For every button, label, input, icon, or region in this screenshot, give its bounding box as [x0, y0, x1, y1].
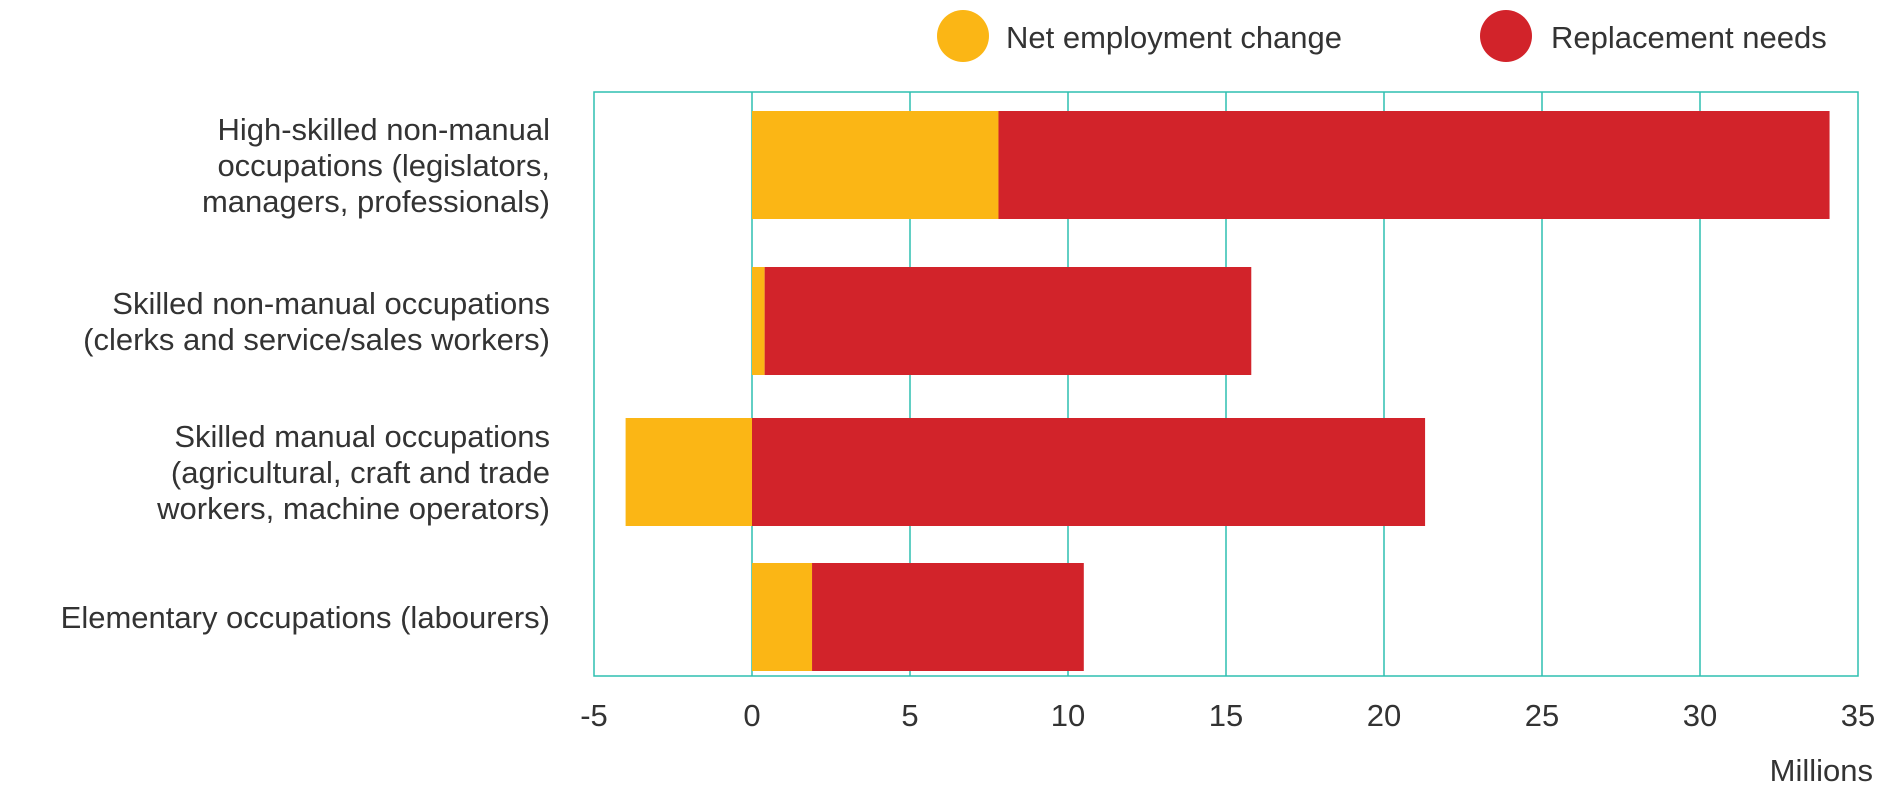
legend-swatch-net-employment-change [937, 10, 989, 62]
category-label-line: managers, professionals) [202, 184, 550, 219]
x-axis-unit-label: Millions [1770, 753, 1873, 785]
bar-net-employment-change [752, 563, 813, 671]
legend-swatch-replacement-needs [1480, 10, 1532, 62]
bar-replacement-needs [812, 563, 1084, 671]
category-label-line: Elementary occupations (labourers) [61, 600, 550, 635]
bars [625, 111, 1830, 671]
legend: Net employment change Replacement needs [937, 10, 1827, 62]
x-tick-label: 5 [901, 698, 918, 733]
category-label-line: Skilled manual occupations [174, 419, 550, 454]
bar-replacement-needs [764, 267, 1252, 375]
category-label: Elementary occupations (labourers) [61, 600, 550, 635]
category-label-line: occupations (legislators, [217, 148, 550, 183]
category-label-line: High-skilled non-manual [217, 112, 550, 147]
bar-net-employment-change [625, 418, 752, 526]
legend-label: Net employment change [1006, 20, 1342, 55]
x-tick-label: 20 [1367, 698, 1401, 733]
x-tick-label: 25 [1525, 698, 1559, 733]
category-label: Skilled manual occupations (agricultural,… [156, 419, 550, 526]
x-tick-label: 0 [743, 698, 760, 733]
bar-replacement-needs [752, 418, 1426, 526]
category-label: Skilled non-manual occupations (clerks an… [83, 286, 550, 357]
bar-net-employment-change [752, 111, 999, 219]
x-tick-label: 30 [1683, 698, 1717, 733]
category-label-line: (clerks and service/sales workers) [83, 322, 550, 357]
bar-replacement-needs [998, 111, 1830, 219]
category-label-line: Skilled non-manual occupations [112, 286, 550, 321]
x-tick-labels: -5 0 5 10 15 20 25 30 35 [580, 698, 1875, 733]
x-tick-label: 15 [1209, 698, 1243, 733]
x-tick-label: 35 [1841, 698, 1875, 733]
x-tick-label: 10 [1051, 698, 1085, 733]
x-tick-label: -5 [580, 698, 608, 733]
bar-net-employment-change [752, 267, 765, 375]
category-label: High-skilled non-manual occupations (legi… [202, 112, 550, 219]
category-labels: High-skilled non-manual occupations (legi… [61, 112, 550, 635]
category-label-line: (agricultural, craft and trade [171, 455, 550, 490]
legend-label: Replacement needs [1551, 20, 1827, 55]
category-label-line: workers, machine operators) [156, 491, 550, 526]
